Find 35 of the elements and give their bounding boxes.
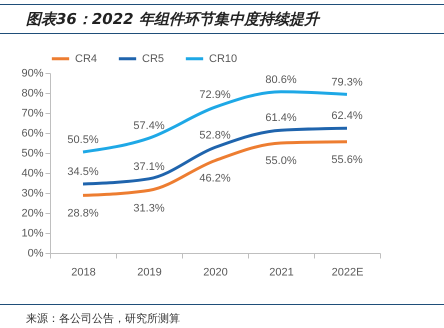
data-label: 57.4% [133, 120, 165, 132]
source-note: 来源：各公司公告，研究所测算 [0, 304, 444, 326]
chart-title: 图表36：2022 年组件环节集中度持续提升 [0, 4, 444, 34]
data-label: 80.6% [265, 74, 297, 86]
legend-label: CR5 [142, 52, 164, 65]
data-label: 31.3% [133, 202, 165, 214]
data-label: 62.4% [331, 110, 363, 122]
x-tick-label: 2019 [137, 266, 162, 278]
data-label: 28.8% [67, 207, 99, 220]
x-tick-label: 2022E [332, 266, 364, 278]
y-tick-label: 0% [28, 248, 44, 260]
data-label: 79.3% [331, 76, 363, 88]
legend-label: CR4 [75, 52, 98, 65]
data-label: 72.9% [199, 89, 231, 102]
y-tick-label: 70% [21, 108, 44, 120]
y-tick-label: 80% [21, 88, 44, 100]
y-tick-label: 10% [21, 228, 44, 240]
y-tick-label: 40% [21, 168, 44, 180]
y-tick-label: 60% [21, 128, 44, 140]
data-label: 50.5% [67, 134, 99, 146]
legend-label: CR10 [209, 52, 238, 65]
data-label: 46.2% [199, 172, 231, 185]
data-label: 37.1% [133, 160, 165, 173]
x-tick-label: 2018 [71, 266, 96, 278]
data-label: 55.0% [265, 155, 297, 167]
data-label: 55.6% [331, 154, 363, 166]
x-tick-label: 2020 [203, 266, 228, 278]
data-label: 61.4% [265, 112, 297, 124]
y-tick-label: 20% [21, 208, 44, 220]
x-tick-label: 2021 [269, 266, 294, 278]
data-label: 52.8% [199, 129, 231, 142]
y-tick-label: 90% [21, 68, 44, 80]
y-tick-label: 30% [21, 188, 44, 200]
y-tick-label: 50% [21, 148, 44, 160]
data-label: 34.5% [67, 166, 99, 178]
